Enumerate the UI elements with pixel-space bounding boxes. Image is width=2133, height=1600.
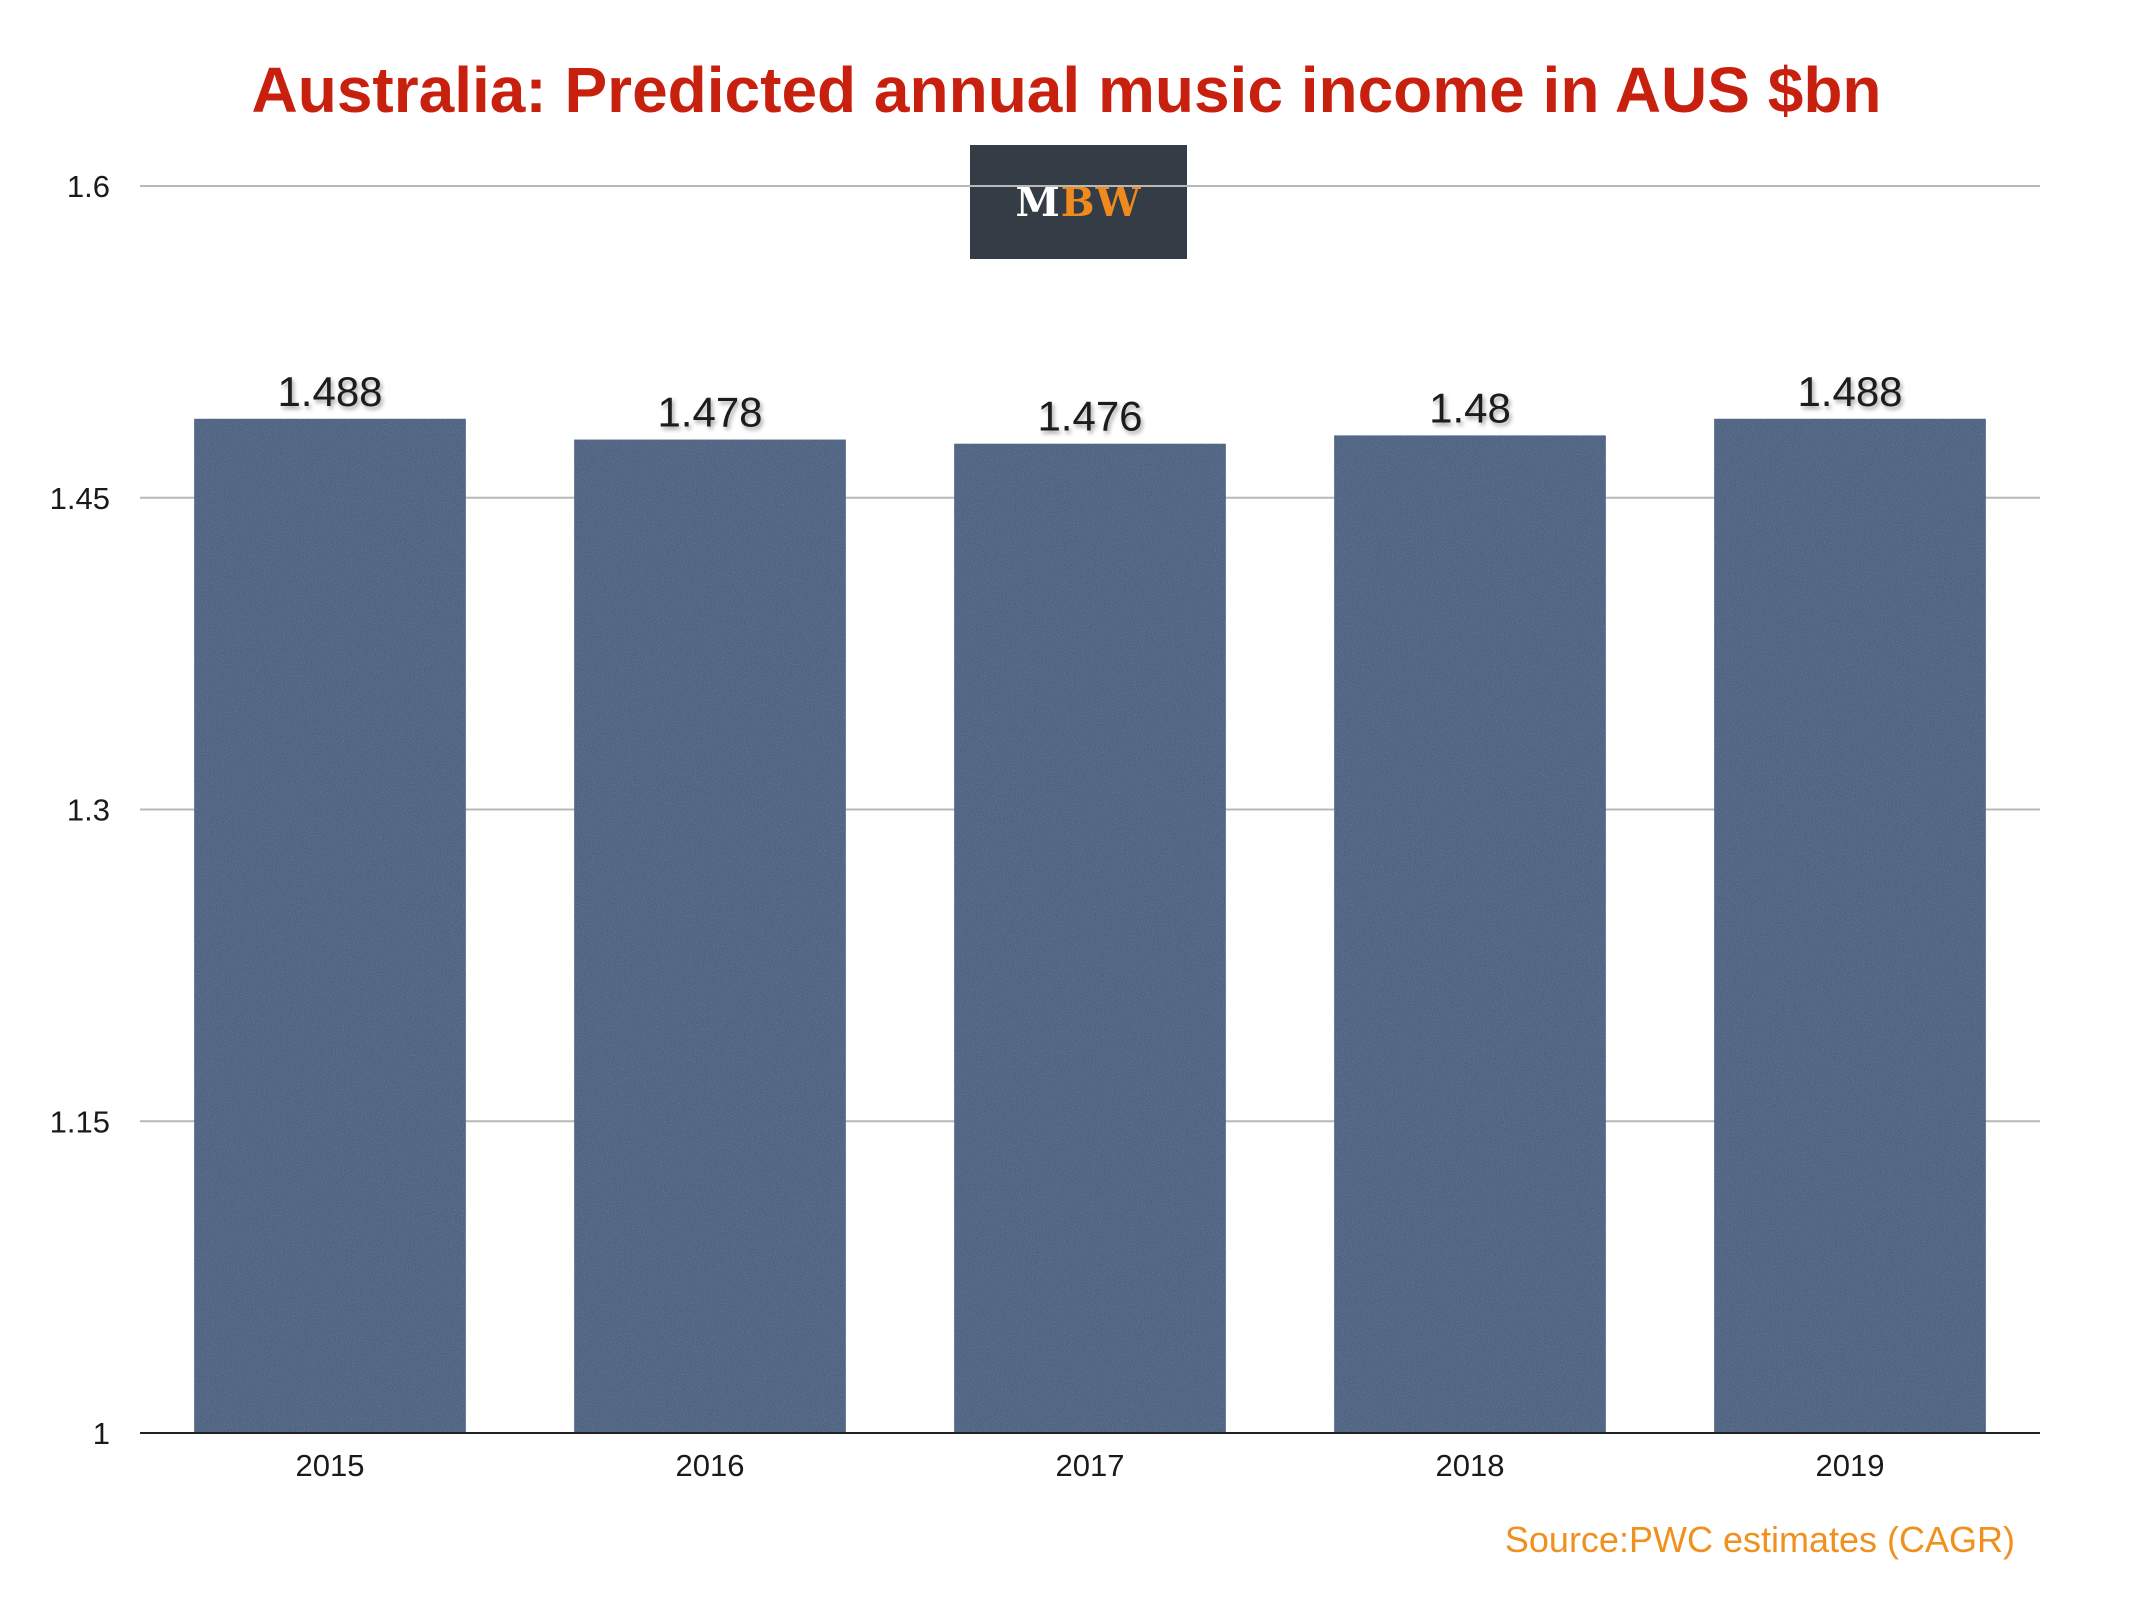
data-label-2019: 1.488 xyxy=(1797,368,1902,415)
bar-2016 xyxy=(574,439,846,1434)
bar-2015 xyxy=(194,418,466,1434)
data-label-2018: 1.48 xyxy=(1429,384,1511,431)
data-label-2016: 1.478 xyxy=(657,389,762,436)
data-labels: 1.488 1.478 1.476 1.48 1.488 xyxy=(277,368,1902,440)
y-tick-label: 1 xyxy=(93,1416,110,1451)
x-tick-label-2018: 2018 xyxy=(1436,1448,1505,1483)
bar-2019 xyxy=(1714,418,1986,1434)
bars xyxy=(194,418,1986,1434)
x-tick-label-2017: 2017 xyxy=(1056,1448,1125,1483)
source-note: Source:PWC estimates (CAGR) xyxy=(1504,1519,2015,1560)
y-tick-label: 1.45 xyxy=(50,481,110,516)
x-tick-label-2019: 2019 xyxy=(1816,1448,1885,1483)
y-tick-label: 1.3 xyxy=(67,793,110,828)
y-axis-ticks: 1 1.15 1.3 1.45 1.6 xyxy=(50,169,110,1451)
bar-2017 xyxy=(954,443,1226,1433)
x-tick-label-2015: 2015 xyxy=(296,1448,365,1483)
y-tick-label: 1.15 xyxy=(50,1104,110,1139)
data-label-2015: 1.488 xyxy=(277,368,382,415)
x-tick-label-2016: 2016 xyxy=(676,1448,745,1483)
y-tick-label: 1.6 xyxy=(67,169,110,204)
x-axis-ticks: 2015 2016 2017 2018 2019 xyxy=(296,1448,1885,1483)
chart-title: Australia: Predicted annual music income… xyxy=(251,54,1882,126)
bar-2018 xyxy=(1334,435,1606,1433)
data-label-2017: 1.476 xyxy=(1037,393,1142,440)
